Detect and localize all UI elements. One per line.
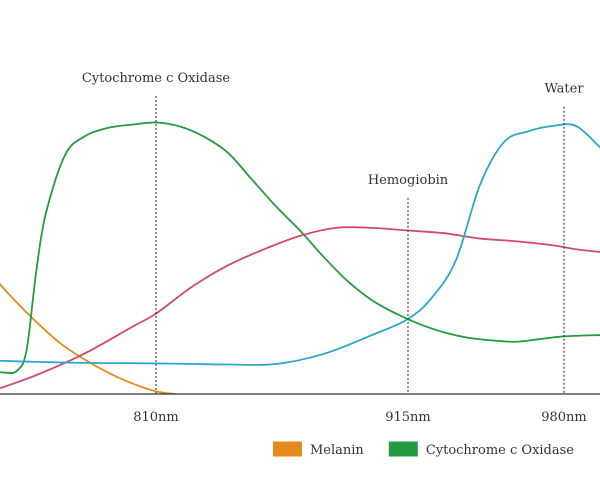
x-tick-label-810nm: 810nm: [133, 410, 179, 425]
cytochrome-c-oxidase-series-line: [0, 121, 600, 374]
legend-label-cytochrome-c-oxidase: Cytochrome c Oxidase: [426, 443, 574, 458]
cytochrome-c-oxidase-annotation-label: Cytochrome c Oxidase: [82, 71, 230, 86]
legend-label-melanin: Melanin: [310, 443, 364, 458]
absorption-curve-4: [0, 123, 600, 366]
x-tick-label-980nm: 980nm: [541, 410, 587, 425]
water-annotation-label: Water: [544, 82, 584, 97]
legend-swatch-cytochrome-c-oxidase: [388, 441, 418, 457]
legend-swatch-melanin: [272, 441, 302, 457]
x-tick-labels: 810nm 915nm 980nm: [133, 410, 587, 425]
legend: Melanin Cytochrome c Oxidase: [272, 441, 574, 458]
absorption-curve-3: [0, 226, 600, 390]
annotation-layer: Cytochrome c Oxidase Hemogiobin Water: [82, 71, 584, 394]
melanin-series-line: [0, 282, 177, 394]
x-tick-label-915nm: 915nm: [385, 410, 431, 425]
series-layer: [0, 121, 600, 394]
hemogiobin-annotation-label: Hemogiobin: [368, 173, 449, 188]
